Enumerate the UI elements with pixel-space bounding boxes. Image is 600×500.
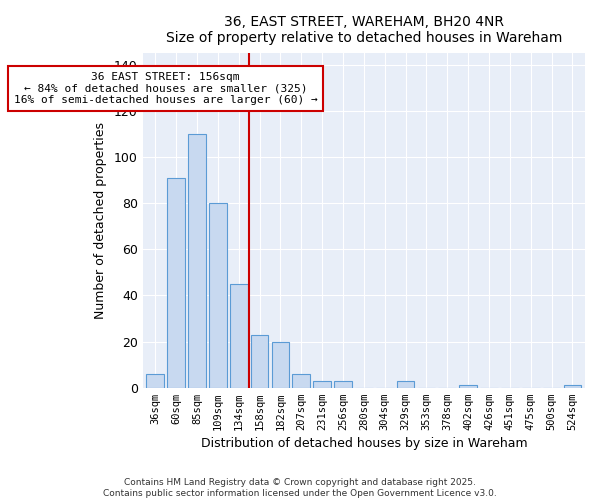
X-axis label: Distribution of detached houses by size in Wareham: Distribution of detached houses by size … [200, 437, 527, 450]
Bar [334, 381, 352, 388]
Bar [563, 386, 581, 388]
Text: Contains HM Land Registry data © Crown copyright and database right 2025.
Contai: Contains HM Land Registry data © Crown c… [103, 478, 497, 498]
Bar [251, 334, 268, 388]
Bar [292, 374, 310, 388]
Bar [460, 386, 477, 388]
Bar [146, 374, 164, 388]
Bar [209, 203, 227, 388]
Bar [313, 381, 331, 388]
Bar [272, 342, 289, 388]
Y-axis label: Number of detached properties: Number of detached properties [94, 122, 107, 319]
Bar [188, 134, 206, 388]
Bar [167, 178, 185, 388]
Title: 36, EAST STREET, WAREHAM, BH20 4NR
Size of property relative to detached houses : 36, EAST STREET, WAREHAM, BH20 4NR Size … [166, 15, 562, 45]
Bar [397, 381, 415, 388]
Text: 36 EAST STREET: 156sqm
← 84% of detached houses are smaller (325)
16% of semi-de: 36 EAST STREET: 156sqm ← 84% of detached… [14, 72, 317, 105]
Bar [230, 284, 248, 388]
